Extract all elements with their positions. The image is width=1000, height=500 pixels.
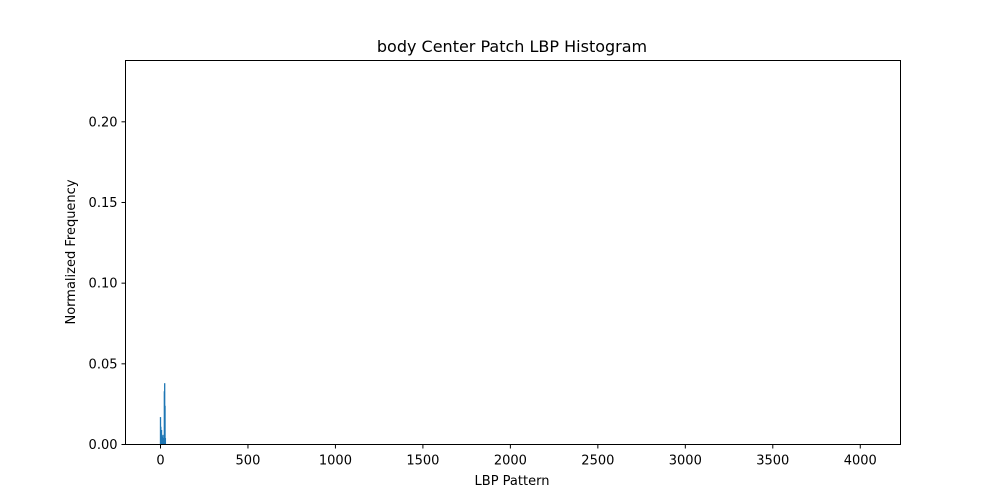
histogram-bar [160, 426, 162, 445]
x-tick-label: 2500 [581, 454, 614, 469]
y-axis-label: Normalized Frequency [64, 179, 79, 324]
y-tick-label: 0.00 [89, 438, 118, 453]
bars-group [159, 383, 167, 445]
x-tick-label: 1500 [406, 454, 439, 469]
y-tick-label: 0.15 [89, 196, 118, 211]
x-tick-label: 2000 [494, 454, 527, 469]
y-tick-label: 0.20 [89, 115, 118, 130]
y-tick-label: 0.10 [89, 277, 118, 292]
histogram-bar [164, 438, 167, 445]
x-tick-label: 1000 [319, 454, 352, 469]
plot-frame [125, 60, 901, 445]
x-tick-label: 3500 [756, 454, 789, 469]
histogram-bar [164, 405, 166, 445]
x-tick-label: 4000 [844, 454, 877, 469]
y-tick-label: 0.05 [89, 357, 118, 372]
x-tick-label: 3000 [669, 454, 702, 469]
x-tick-label: 500 [236, 454, 261, 469]
histogram-bar [160, 429, 163, 445]
ticks-group: 0 500 1000 1500 2000 2500 3000 3500 4000 0.00 0.05… [89, 115, 877, 468]
x-tick-label: 0 [156, 454, 164, 469]
chart-title: body Center Patch LBP Histogram [377, 37, 647, 56]
x-axis-label: LBP Pattern [475, 474, 550, 489]
